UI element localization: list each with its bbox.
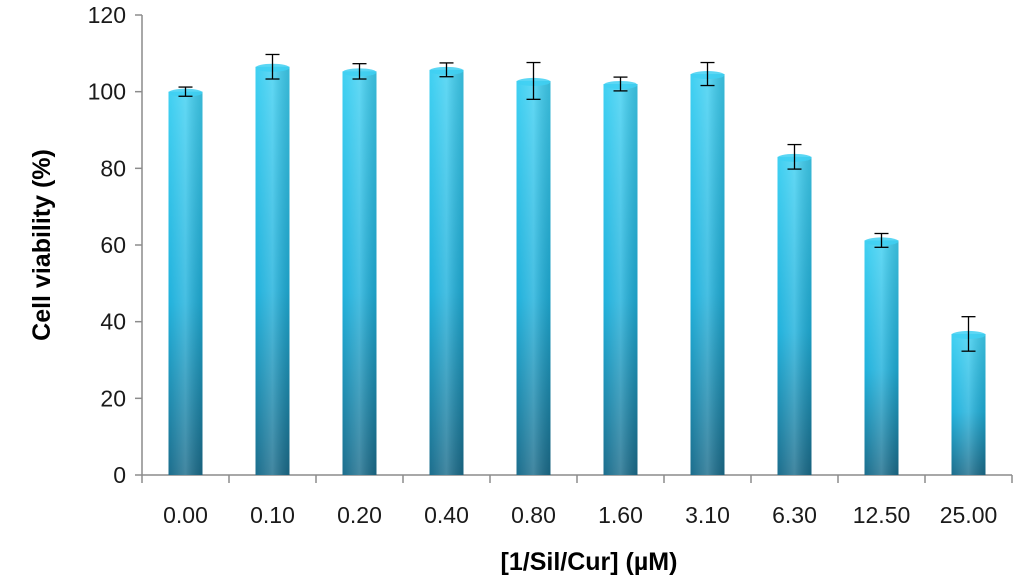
y-tick-label: 20 — [100, 385, 126, 411]
bar-shading — [429, 69, 464, 476]
x-tick-label: 0.20 — [337, 502, 382, 528]
bar-shading — [255, 66, 290, 475]
bar-shading — [603, 84, 638, 475]
tick-labels: 0 20 40 60 80 100 120 0.00 0.10 0.20 0.40 0.80 1.60 3… — [88, 2, 998, 528]
y-tick-label: 120 — [88, 2, 126, 28]
x-tick-label: 12.50 — [853, 502, 911, 528]
x-tick-label: 0.00 — [163, 502, 208, 528]
x-axis-title: [1/Sil/Cur] (µM) — [501, 548, 678, 576]
y-tick-label: 0 — [113, 462, 126, 488]
y-tick-label: 40 — [100, 309, 126, 335]
bar-shading — [690, 74, 725, 476]
x-tick-label: 0.40 — [424, 502, 469, 528]
bars — [168, 63, 986, 476]
x-tick-label: 3.10 — [685, 502, 730, 528]
y-tick-label: 100 — [88, 79, 126, 105]
bar-shading — [342, 71, 377, 475]
bar-shading — [777, 156, 812, 476]
bar-shading — [168, 91, 203, 476]
x-tick-label: 1.60 — [598, 502, 643, 528]
y-axis-title: Cell viability (%) — [28, 149, 56, 341]
error-bars — [178, 53, 976, 352]
x-tick-label: 0.80 — [511, 502, 556, 528]
y-tick-label: 80 — [100, 155, 126, 181]
y-tick-label: 60 — [100, 232, 126, 258]
bar-shading — [516, 80, 551, 475]
x-tick-label: 6.30 — [772, 502, 817, 528]
x-tick-label: 25.00 — [940, 502, 998, 528]
bar-shading — [951, 333, 986, 475]
x-tick-label: 0.10 — [250, 502, 295, 528]
bar-shading — [864, 240, 899, 475]
